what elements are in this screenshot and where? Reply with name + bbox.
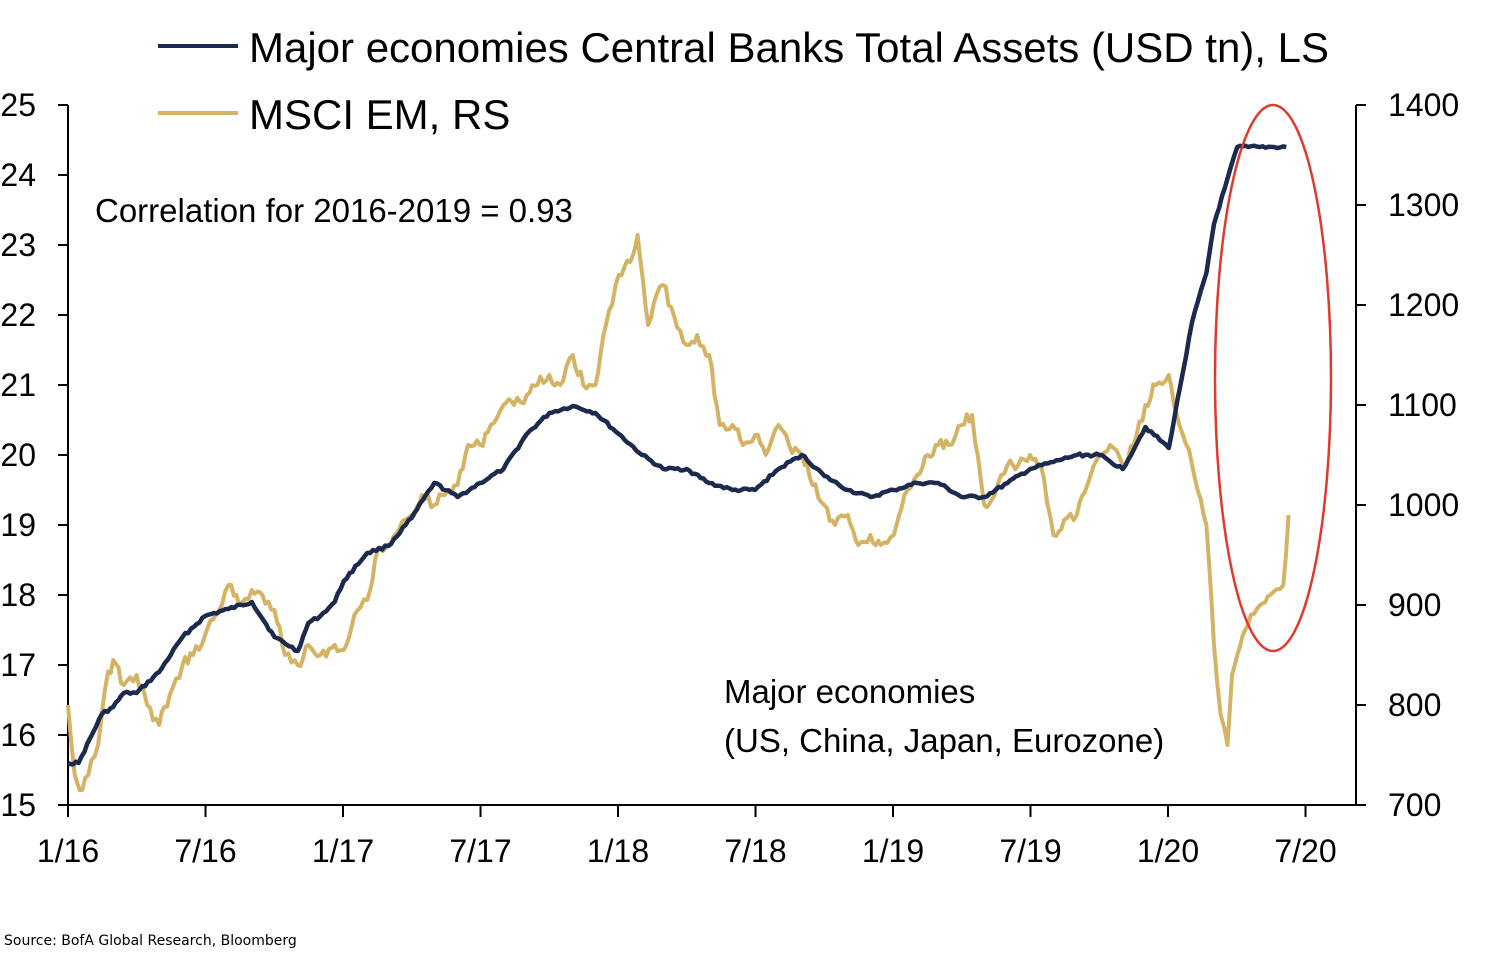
legend: Major economies Central Banks Total Asse… [158, 24, 1329, 138]
right-tick-label: 1100 [1388, 387, 1457, 423]
legend-label-msci: MSCI EM, RS [249, 91, 510, 138]
left-tick-label: 19 [0, 507, 36, 543]
x-tick-label: 1/16 [37, 833, 99, 869]
x-tick-label: 1/17 [312, 833, 374, 869]
x-tick-label: 7/16 [174, 833, 236, 869]
series-line-msci-em [66, 233, 1291, 793]
left-tick-label: 17 [0, 647, 36, 683]
x-tick-label: 7/20 [1274, 833, 1336, 869]
left-tick-label: 21 [0, 367, 36, 403]
major-economies-annotation-line2: (US, China, Japan, Eurozone) [724, 722, 1164, 759]
x-axis-ticks: 1/16 7/16 1/17 7/17 1/18 7/18 1/19 7/19 1/20 7/20 [37, 805, 1337, 869]
right-y-axis-ticks: 700 800 900 1000 1100 1200 1300 1400 [1356, 87, 1459, 823]
x-tick-label: 7/19 [999, 833, 1061, 869]
right-tick-label: 1300 [1388, 187, 1459, 223]
series-layer [66, 143, 1291, 793]
right-tick-label: 700 [1388, 787, 1441, 823]
left-tick-label: 20 [0, 437, 36, 473]
left-tick-label: 24 [0, 157, 36, 193]
x-tick-label: 7/17 [449, 833, 511, 869]
x-tick-label: 7/18 [724, 833, 786, 869]
left-tick-label: 22 [0, 297, 36, 333]
right-tick-label: 900 [1388, 587, 1441, 623]
right-tick-label: 1200 [1388, 287, 1459, 323]
x-tick-label: 1/20 [1137, 833, 1199, 869]
major-economies-annotation-line1: Major economies [724, 673, 975, 710]
x-tick-label: 1/18 [587, 833, 649, 869]
left-tick-label: 16 [0, 717, 36, 753]
right-tick-label: 1000 [1388, 487, 1459, 523]
left-tick-label: 15 [0, 787, 36, 823]
source-note: Source: BofA Global Research, Bloomberg [4, 933, 297, 949]
left-y-axis-ticks: 15 16 17 18 19 20 21 22 23 24 25 [0, 87, 68, 823]
x-tick-label: 1/19 [862, 833, 924, 869]
right-tick-label: 800 [1388, 687, 1441, 723]
right-tick-label: 1400 [1388, 87, 1459, 123]
correlation-annotation: Correlation for 2016-2019 = 0.93 [95, 192, 573, 229]
left-tick-label: 23 [0, 227, 36, 263]
highlight-ellipse [1213, 103, 1333, 653]
legend-label-assets: Major economies Central Banks Total Asse… [249, 24, 1329, 71]
left-tick-label: 25 [0, 87, 36, 123]
series-line-central-bank-assets [67, 143, 1287, 767]
left-tick-label: 18 [0, 577, 36, 613]
